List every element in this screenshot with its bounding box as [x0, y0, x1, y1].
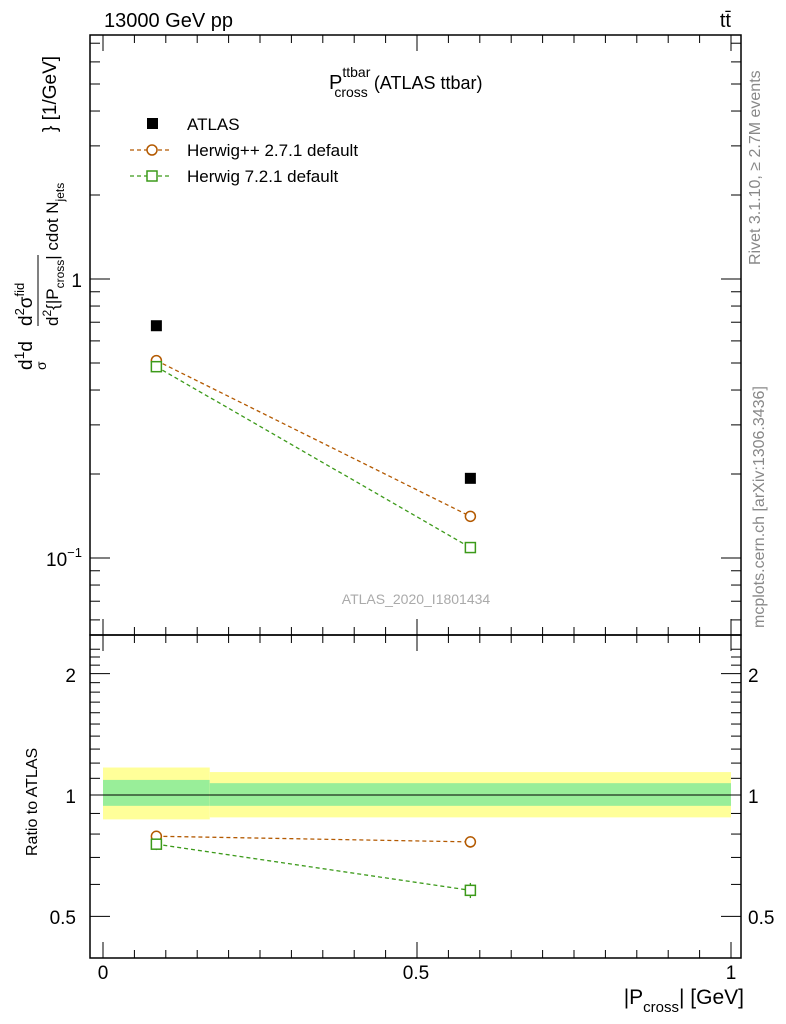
herwigpp-line: [156, 360, 471, 517]
ratio-plot-ticks: [90, 635, 741, 958]
atlas-data-point: [464, 472, 476, 484]
title-sub: cross: [334, 84, 367, 100]
y-label-denominator: d2{|Pcross| cdot Njets: [40, 183, 67, 326]
title-rest: (ATLAS ttbar): [374, 73, 483, 93]
title-main: P: [329, 72, 342, 94]
x-label-sub: cross: [643, 999, 679, 1016]
y-label-sigma: σ: [33, 361, 49, 370]
legend-atlas-marker: [147, 118, 158, 129]
main-y-tick-base: 10: [46, 550, 67, 571]
ratio-plot-frame: [89, 634, 742, 959]
rivet-label: Rivet 3.1.10, ≥ 2.7M events: [747, 70, 764, 265]
ratio-band-inner: [103, 779, 210, 806]
herwig7-point: [150, 360, 163, 373]
main-title: Pttbar cross (ATLAS ttbar): [329, 64, 483, 100]
legend-atlas-label: ATLAS: [187, 115, 240, 134]
ratio-uncertainty-bands: [103, 767, 731, 820]
ratio-y-tick-2: 2: [65, 666, 76, 687]
analysis-watermark: ATLAS_2020_I1801434: [342, 591, 491, 607]
ratio-herwig7-line: [156, 843, 471, 891]
process-label: tt̄: [720, 10, 732, 32]
legend: ATLAS Herwig++ 2.7.1 default Herwig 7.2.…: [130, 115, 358, 186]
ratio-y-tick-2-right: 2: [748, 666, 759, 687]
ratio-y-axis-label: Ratio to ATLAS: [24, 748, 41, 856]
x-tick-05: 0.5: [403, 963, 429, 984]
y-label-numerator: d2σfid: [12, 283, 37, 326]
legend-herwigpp-label: Herwig++ 2.7.1 default: [187, 141, 358, 160]
legend-herwig7-marker: [146, 170, 158, 182]
main-y-tick-label-01: 10−1: [46, 545, 82, 571]
main-y-axis-label: d1d σ d2σfid d2{|Pcross| cdot Njets } [1…: [11, 56, 67, 370]
ratio-y-tick-05: 0.5: [50, 908, 76, 929]
title-sup: ttbar: [342, 64, 370, 80]
ratio-plot-data: [150, 830, 477, 899]
main-y-tick-label-1: 1: [71, 271, 82, 292]
x-tick-1: 1: [726, 963, 737, 984]
energy-label: 13000 GeV pp: [104, 10, 233, 32]
herwig7-point: [464, 541, 477, 554]
herwigpp-point: [464, 510, 477, 523]
ratio-herwigpp-point: [464, 836, 477, 848]
y-label-unit: } [1/GeV]: [40, 56, 61, 132]
main-plot-data: [150, 320, 477, 554]
ratio-y-tick-1: 1: [65, 787, 76, 808]
ratio-y-tick-05-right: 0.5: [748, 908, 774, 929]
ratio-herwigpp-line: [156, 835, 471, 843]
atlas-data-point: [150, 320, 162, 332]
main-plot-ticks: [90, 35, 741, 635]
herwig7-line: [156, 366, 471, 549]
ratio-band-inner: [209, 783, 731, 806]
mcplots-label: mcplots.cern.ch [arXiv:1306.3436]: [751, 386, 768, 628]
ratio-y-tick-1-right: 1: [748, 787, 759, 808]
legend-herwigpp-marker: [146, 144, 158, 156]
ratio-herwig7-point: [464, 884, 477, 897]
x-tick-0: 0: [98, 963, 109, 984]
legend-herwig7-label: Herwig 7.2.1 default: [187, 167, 338, 186]
main-y-tick-exp: −1: [67, 545, 82, 560]
ratio-herwig7-point: [150, 838, 163, 850]
x-axis-label: |Pcross| [GeV]: [624, 986, 744, 1016]
x-label-pre: |P: [624, 986, 643, 1009]
x-label-post: | [GeV]: [679, 986, 744, 1009]
